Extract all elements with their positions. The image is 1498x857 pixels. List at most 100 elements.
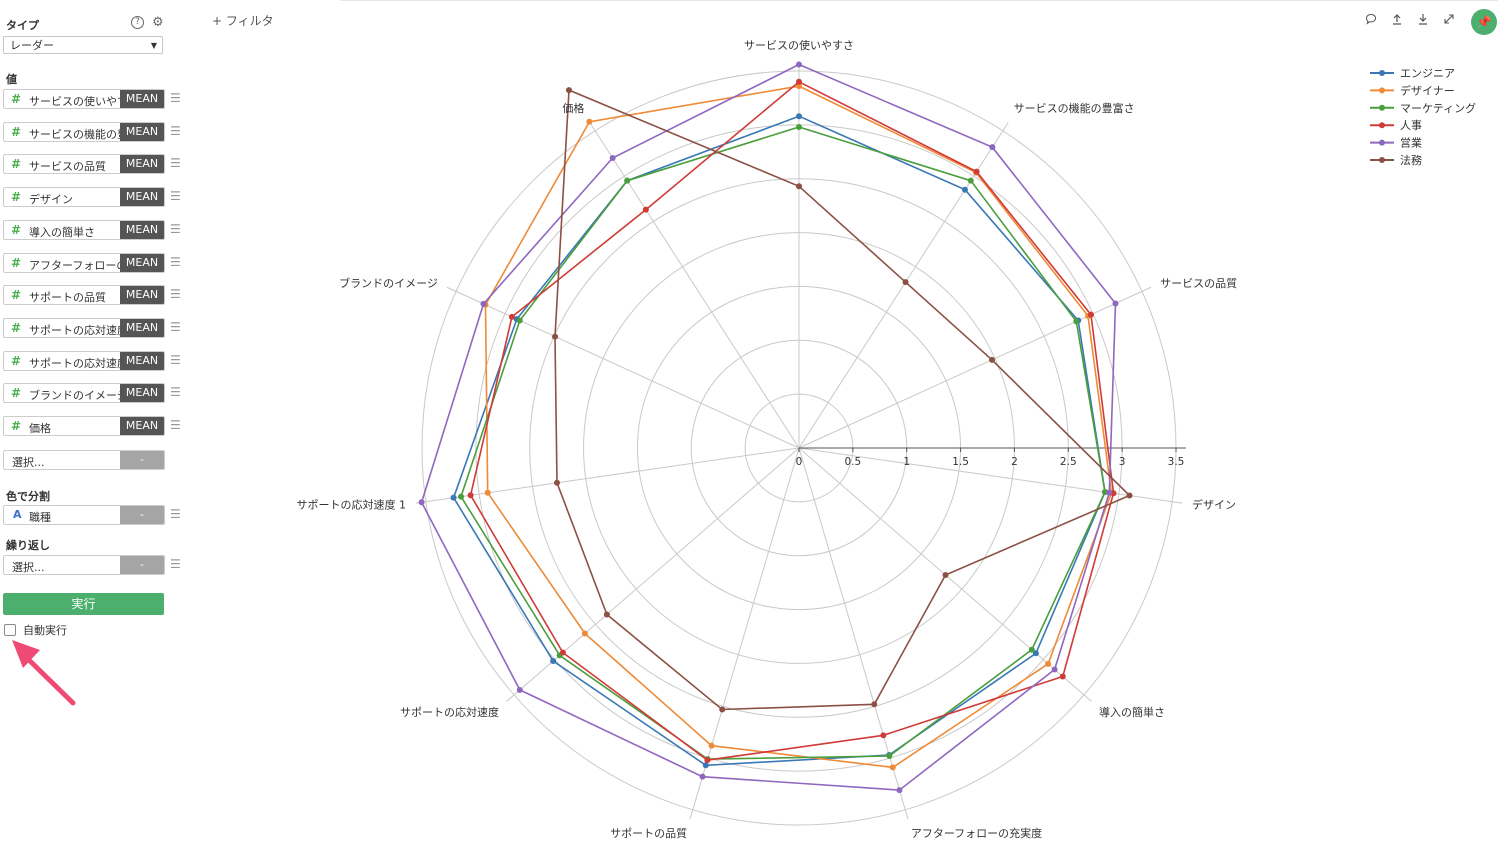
values-label: 値: [6, 73, 17, 86]
chart-grid: [415, 61, 1186, 826]
upload-icon[interactable]: [1391, 13, 1403, 25]
data-point: [553, 479, 560, 486]
color-field-select[interactable]: A 職種 -: [3, 505, 165, 525]
data-point: [719, 706, 726, 713]
text-type-icon: A: [13, 508, 22, 521]
aggregation-button[interactable]: -: [120, 451, 164, 469]
repeat-label: 繰り返し: [6, 539, 50, 552]
expand-icon[interactable]: [1443, 13, 1455, 25]
value-field-chip[interactable]: # サービスの品質 MEAN: [3, 154, 165, 175]
aggregation-button[interactable]: MEAN: [120, 155, 164, 174]
numeric-type-icon: #: [11, 255, 22, 270]
chart-labels: 0 0.5 1 1.5 2 2.5 3 3.5 サービスの使いやすさサービスの機能の豊富さサービ…: [297, 39, 1238, 840]
data-point: [1032, 650, 1039, 657]
value-field-row: # サポートの応対速度 MEAN ☰: [3, 317, 188, 338]
value-field-chip[interactable]: # サポートの応対速度 MEAN: [3, 317, 165, 338]
data-point: [796, 83, 802, 90]
value-field-row: # サービスの使いやすさ MEAN ☰: [3, 89, 188, 109]
drag-handle-icon[interactable]: ☰: [170, 385, 181, 400]
drag-handle-icon[interactable]: ☰: [170, 352, 181, 367]
value-field-chip[interactable]: # デザイン MEAN: [3, 187, 165, 208]
data-point: [552, 333, 559, 340]
aggregation-button[interactable]: MEAN: [120, 122, 164, 141]
aggregation-button[interactable]: MEAN: [120, 90, 164, 108]
legend-marker: [1379, 122, 1385, 129]
numeric-type-icon: #: [11, 288, 22, 303]
axis-label: サービスの使いやすさ: [744, 39, 854, 52]
data-point: [871, 701, 878, 708]
pin-button[interactable]: 📌: [1471, 9, 1497, 35]
value-field-chip[interactable]: # サポートの品質 MEAN: [3, 285, 165, 306]
help-icon[interactable]: ?: [131, 16, 144, 29]
auto-run-option[interactable]: 自動実行: [4, 622, 67, 638]
data-point: [603, 611, 610, 618]
drag-handle-icon[interactable]: ☰: [170, 156, 181, 171]
drag-handle-icon[interactable]: ☰: [170, 189, 181, 204]
drag-handle-icon[interactable]: ☰: [170, 507, 181, 521]
value-field-chip[interactable]: # 導入の簡単さ MEAN: [3, 219, 165, 240]
series-line: [469, 80, 1115, 761]
value-field-row: # デザイン MEAN ☰: [3, 187, 188, 208]
data-point: [973, 168, 980, 175]
aggregation-button[interactable]: MEAN: [120, 286, 164, 305]
aggregation-button[interactable]: MEAN: [120, 318, 164, 337]
drag-handle-icon[interactable]: ☰: [170, 221, 181, 236]
axis-label: アフターフォローの充実度: [911, 826, 1042, 840]
data-point: [1051, 666, 1058, 673]
data-point: [889, 764, 896, 771]
axis-spoke: [446, 286, 800, 449]
legend-label: マーケティング: [1400, 101, 1476, 115]
axis-label: サポートの応対速度 1: [297, 497, 407, 511]
axis-spoke: [506, 447, 800, 702]
value-field-name: サポートの応対速度: [29, 323, 128, 337]
data-point: [516, 686, 523, 693]
legend-label: 人事: [1400, 119, 1422, 132]
drag-handle-icon[interactable]: ☰: [170, 418, 181, 432]
drag-handle-icon[interactable]: ☰: [170, 557, 181, 571]
value-field-row: # アフターフォローの充実度 MEAN ☰: [3, 252, 188, 273]
run-button[interactable]: 実行: [3, 593, 164, 615]
chart-type-value: レーダー: [10, 39, 54, 52]
gear-icon[interactable]: ⚙: [152, 15, 164, 30]
drag-handle-icon[interactable]: ☰: [170, 123, 181, 138]
download-icon[interactable]: [1417, 13, 1429, 25]
repeat-field-aggregation[interactable]: -: [120, 556, 164, 574]
aggregation-button[interactable]: MEAN: [120, 220, 164, 239]
axis-label: サポートの品質: [610, 826, 687, 840]
drag-handle-icon[interactable]: ☰: [170, 91, 181, 105]
value-field-add-select[interactable]: 選択... -: [3, 450, 165, 470]
data-point: [484, 489, 491, 496]
color-by-label: 色で分割: [6, 490, 50, 503]
color-field-aggregation[interactable]: -: [120, 506, 164, 524]
value-field-chip[interactable]: # サービスの使いやすさ MEAN: [3, 89, 165, 109]
aggregation-button[interactable]: MEAN: [120, 351, 164, 370]
value-field-chip[interactable]: # ブランドのイメージ MEAN: [3, 383, 165, 404]
aggregation-button[interactable]: MEAN: [120, 417, 164, 435]
drag-handle-icon[interactable]: ☰: [170, 254, 181, 269]
filter-button[interactable]: + フィルタ: [212, 14, 274, 28]
data-point: [1028, 646, 1035, 653]
series-line: [420, 63, 1117, 791]
aggregation-button[interactable]: MEAN: [120, 253, 164, 272]
value-field-chip[interactable]: # サポートの応対速度 1 MEAN: [3, 350, 165, 371]
value-field-chip[interactable]: # アフターフォローの充実度 MEAN: [3, 252, 165, 273]
drag-handle-icon[interactable]: ☰: [170, 287, 181, 302]
chart-type-select[interactable]: レーダー ▼: [3, 36, 163, 54]
value-field-row: # サービスの品質 MEAN ☰: [3, 154, 188, 175]
repeat-field-select[interactable]: 選択... -: [3, 555, 165, 575]
value-field-chip[interactable]: # 価格 MEAN: [3, 416, 165, 436]
auto-run-checkbox[interactable]: [4, 624, 16, 636]
drag-handle-icon[interactable]: ☰: [170, 319, 181, 334]
aggregation-button[interactable]: MEAN: [120, 384, 164, 403]
aggregation-button[interactable]: MEAN: [120, 188, 164, 207]
data-point: [581, 630, 588, 637]
value-field-name: デザイン: [29, 193, 73, 207]
data-point: [704, 757, 711, 764]
data-point: [989, 356, 996, 363]
numeric-type-icon: #: [11, 92, 22, 106]
data-point: [896, 787, 903, 794]
value-field-chip[interactable]: # サービスの機能の豊富さ MEAN: [3, 121, 165, 142]
comment-icon[interactable]: [1365, 13, 1377, 25]
legend-marker: [1379, 139, 1385, 146]
data-point: [880, 732, 887, 739]
